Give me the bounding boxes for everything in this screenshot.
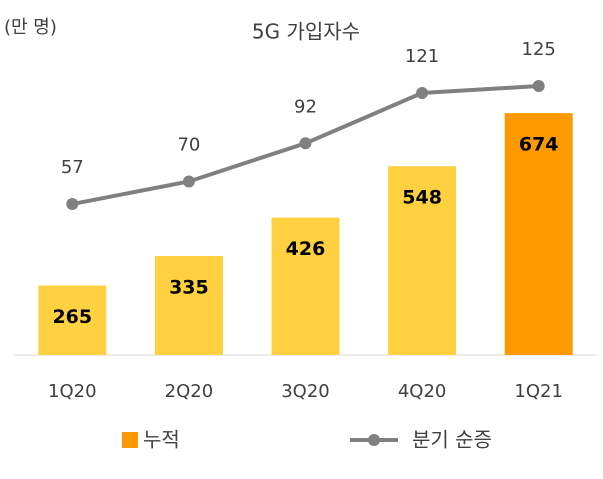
legend-swatch [122, 432, 138, 448]
bar-value-label: 335 [169, 276, 209, 298]
x-tick-label: 1Q21 [514, 381, 563, 402]
unit-label: (만 명) [4, 17, 57, 38]
line-point [182, 175, 195, 188]
bar-value-label: 548 [402, 187, 442, 209]
line-value-label: 125 [522, 39, 556, 60]
line-point [66, 198, 79, 211]
x-tick-label: 3Q20 [281, 381, 330, 402]
bar [271, 217, 340, 355]
x-tick-label: 4Q20 [398, 381, 447, 402]
bar [154, 255, 223, 355]
line-value-label: 92 [294, 96, 317, 117]
line-point [532, 80, 545, 93]
chart-title: 5G 가입자수 [252, 20, 360, 44]
bar [38, 285, 107, 355]
line-value-label: 57 [61, 157, 84, 178]
bar [504, 113, 573, 355]
bar [388, 166, 457, 355]
line-point [299, 137, 312, 150]
bar-value-label: 674 [519, 134, 559, 156]
line-value-label: 121 [405, 46, 439, 67]
line-value-label: 70 [177, 134, 200, 155]
legend-marker [368, 434, 380, 446]
legend-label: 분기 순증 [412, 428, 492, 452]
line-point [416, 86, 429, 99]
bar-value-label: 426 [286, 238, 326, 260]
legend-label: 누적 [143, 428, 180, 452]
x-tick-label: 2Q20 [165, 381, 214, 402]
x-tick-label: 1Q20 [48, 381, 97, 402]
bar-value-label: 265 [52, 306, 92, 328]
